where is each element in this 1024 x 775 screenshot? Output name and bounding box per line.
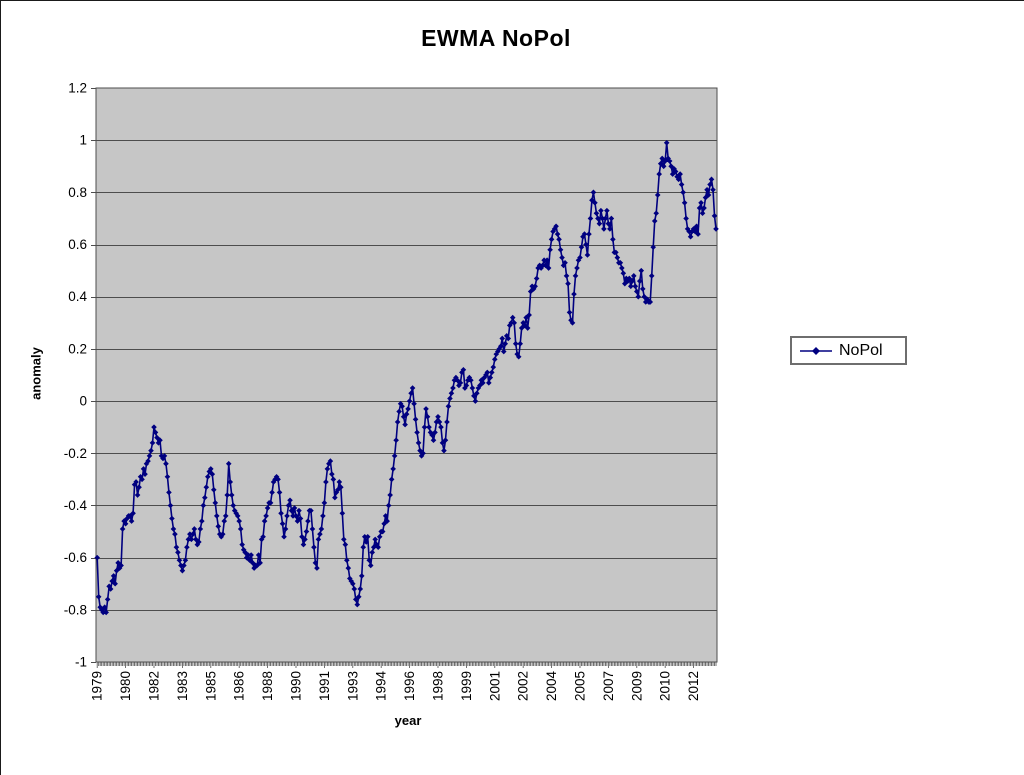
image-border-top [0, 0, 1024, 1]
x-tick-label: 1999 [459, 671, 474, 701]
x-tick-label: 1979 [90, 671, 105, 701]
x-tick-label: 1998 [430, 671, 445, 701]
x-tick-label: 1986 [232, 671, 247, 701]
y-tick-label: 0 [79, 394, 87, 409]
legend-series-marker-icon [800, 346, 832, 355]
x-tick-label: 2001 [487, 671, 502, 701]
y-axis-ticks [91, 88, 96, 663]
y-tick-label: 0.8 [68, 185, 87, 200]
y-tick-label: -0.2 [64, 446, 87, 461]
y-tick-label: 0.4 [68, 289, 87, 304]
y-tick-label: 0.6 [68, 237, 87, 252]
series-nopol [94, 139, 719, 616]
x-tick-label: 1990 [288, 671, 303, 701]
plot-area [95, 87, 718, 663]
y-tick-labels: 1.2 1 0.8 0.6 0.4 0.2 0 -0.2 -0.4 -0.6 -0.8 -1 [64, 81, 88, 670]
y-tick-label: -0.8 [64, 602, 87, 617]
x-tick-label: 1983 [175, 671, 190, 701]
x-tick-label: 1985 [203, 671, 218, 701]
legend-label: NoPol [839, 341, 883, 359]
series-markers [94, 139, 719, 616]
legend: NoPol [790, 336, 907, 365]
y-tick-label: -1 [75, 655, 87, 670]
x-tick-label: 2002 [516, 671, 531, 701]
x-axis-title: year [394, 713, 422, 728]
x-tick-label: 1988 [260, 671, 275, 701]
x-tick-label: 2007 [601, 671, 616, 701]
x-tick-label: 1980 [118, 671, 133, 701]
x-tick-label: 1993 [345, 671, 360, 701]
y-tick-label: 0.2 [68, 341, 87, 356]
x-tick-label: 2012 [686, 671, 701, 701]
x-tick-label: 2009 [629, 671, 644, 701]
x-tick-labels: 1979 1980 1982 1983 1985 1986 1988 1990 1991 1993… [90, 671, 701, 702]
image-border-left [0, 0, 1, 775]
y-tick-label: -0.4 [64, 498, 88, 513]
y-tick-label: 1 [79, 133, 87, 148]
y-tick-label: 1.2 [68, 81, 87, 96]
x-tick-label: 1994 [374, 671, 389, 702]
x-tick-label: 2004 [544, 671, 559, 702]
gridlines [96, 140, 717, 611]
chart-title: EWMA NoPol [421, 25, 571, 51]
x-tick-label: 1996 [402, 671, 417, 701]
x-tick-label: 1982 [146, 671, 161, 701]
x-tick-label: 2005 [572, 671, 587, 701]
x-axis-ticks [96, 662, 717, 668]
x-tick-label: 2010 [658, 671, 673, 701]
y-tick-label: -0.6 [64, 550, 87, 565]
x-tick-label: 1991 [317, 671, 332, 701]
